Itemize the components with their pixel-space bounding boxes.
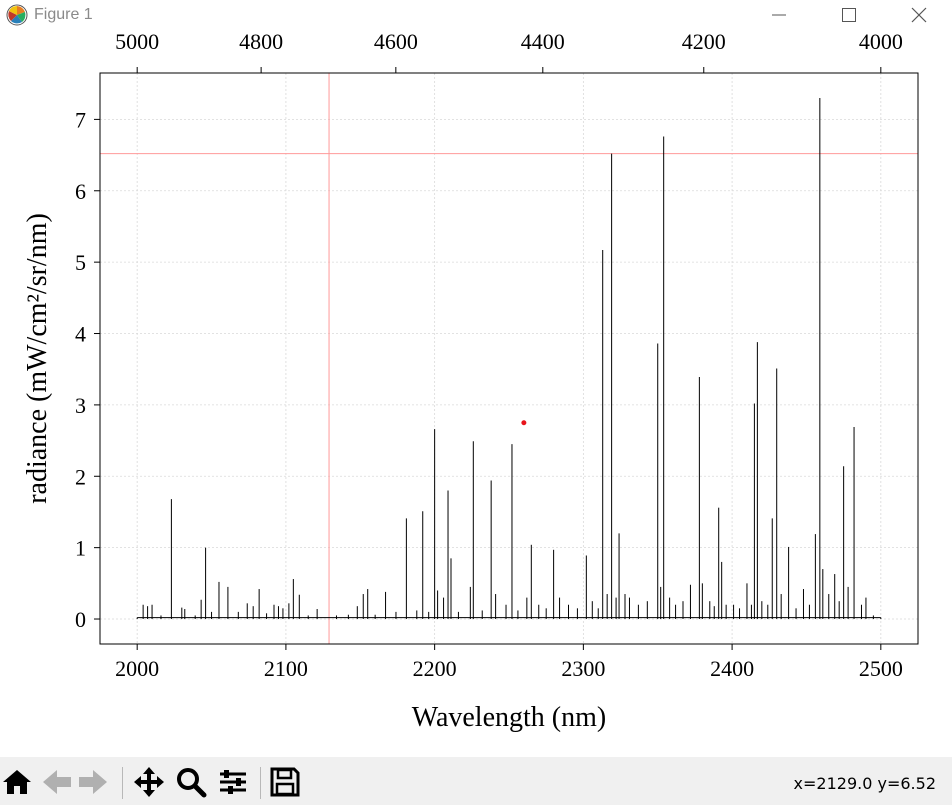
top-tick-label: 4600 xyxy=(374,30,418,54)
minimize-icon xyxy=(772,14,786,16)
forward-button[interactable] xyxy=(76,765,110,799)
x-tick-label: 2500 xyxy=(859,656,903,681)
back-button[interactable] xyxy=(40,765,74,799)
home-button[interactable] xyxy=(0,765,34,799)
y-axis-left: 0 1 2 3 4 5 6 7 xyxy=(75,107,100,632)
configure-subplots-icon xyxy=(220,770,246,794)
y-tick-label: 0 xyxy=(75,607,86,632)
save-icon xyxy=(270,767,300,797)
maximize-button[interactable] xyxy=(826,0,872,30)
top-tick-label: 4200 xyxy=(682,30,726,54)
top-tick-label: 4800 xyxy=(239,30,283,54)
cursor-coordinates: x=2129.0 y=6.52 xyxy=(793,774,936,793)
window-title: Figure 1 xyxy=(34,6,93,23)
x-tick-label: 2300 xyxy=(561,656,605,681)
axes-frame xyxy=(99,72,919,645)
pan-icon xyxy=(134,767,164,797)
pan-button[interactable] xyxy=(132,765,166,799)
crosshair xyxy=(100,73,918,644)
title-bar: Figure 1 xyxy=(0,0,952,30)
x-tick-label: 2400 xyxy=(710,656,754,681)
home-icon xyxy=(3,770,31,794)
save-button[interactable] xyxy=(268,765,302,799)
x-tick-label: 2100 xyxy=(264,656,308,681)
y-tick-label: 1 xyxy=(75,536,86,561)
y-tick-label: 2 xyxy=(75,464,86,489)
toolbar-separator xyxy=(122,767,123,799)
maximize-icon xyxy=(842,8,856,22)
y-axis-label: radiance (mW/cm²/sr/nm) xyxy=(22,213,53,504)
close-icon xyxy=(911,7,927,23)
figure-canvas[interactable]: 2000 2100 2200 2300 2400 2500 0 1 2 3 4 5 6 7 5000 48… xyxy=(0,29,952,757)
zoom-button[interactable] xyxy=(174,765,208,799)
x-tick-label: 2200 xyxy=(413,656,457,681)
y-tick-label: 4 xyxy=(75,322,86,347)
back-icon xyxy=(43,770,71,794)
data-marker-dot xyxy=(521,420,527,426)
matplotlib-logo-icon xyxy=(6,4,28,26)
top-tick-label: 4400 xyxy=(521,30,565,54)
x-axis-label: Wavelength (nm) xyxy=(412,702,606,733)
spectrum-series xyxy=(136,97,882,620)
y-tick-label: 7 xyxy=(75,107,86,132)
top-tick-label: 5000 xyxy=(115,30,159,54)
configure-subplots-button[interactable] xyxy=(216,765,250,799)
y-tick-label: 6 xyxy=(75,179,86,204)
x-axis-bottom: 2000 2100 2200 2300 2400 2500 xyxy=(115,644,903,681)
zoom-icon xyxy=(177,768,207,798)
top-tick-label: 4000 xyxy=(859,30,903,54)
close-button[interactable] xyxy=(896,0,942,30)
y-tick-label: 3 xyxy=(75,393,86,418)
navigation-toolbar: x=2129.0 y=6.52 xyxy=(0,757,952,805)
toolbar-separator xyxy=(260,767,261,799)
y-tick-label: 5 xyxy=(75,250,86,275)
minimize-button[interactable] xyxy=(756,0,802,30)
forward-icon xyxy=(79,770,107,794)
spectrum-chart[interactable]: 2000 2100 2200 2300 2400 2500 0 1 2 3 4 5 6 7 5000 48… xyxy=(0,29,952,757)
grid xyxy=(100,73,918,644)
x-axis-top: 5000 4800 4600 4400 4200 4000 xyxy=(115,29,903,73)
x-tick-label: 2000 xyxy=(115,656,159,681)
marker-layer xyxy=(521,420,527,426)
